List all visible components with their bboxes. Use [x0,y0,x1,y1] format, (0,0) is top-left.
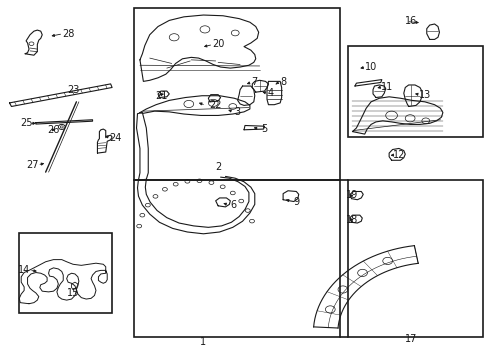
Text: 16: 16 [405,17,417,27]
Bar [347,45,484,137]
Text: 12: 12 [392,150,405,160]
Text: 11: 11 [381,82,393,92]
Text: 2: 2 [215,162,221,172]
Text: 7: 7 [252,77,258,87]
Text: 1: 1 [200,337,206,347]
Bar [347,180,484,337]
Text: 19: 19 [346,190,359,200]
Text: 13: 13 [418,90,431,100]
Text: 21: 21 [155,91,167,101]
Text: 17: 17 [405,333,417,343]
Text: 9: 9 [293,197,299,207]
Bar [19,233,112,313]
Text: 24: 24 [109,133,122,143]
Text: 20: 20 [212,40,224,49]
Text: 22: 22 [209,100,222,111]
Text: 26: 26 [47,125,60,135]
Text: 3: 3 [235,107,241,117]
Text: 27: 27 [26,160,39,170]
Text: 14: 14 [18,265,30,275]
Bar [134,8,340,180]
Text: 8: 8 [280,77,286,87]
Text: 15: 15 [67,288,79,298]
Text: 6: 6 [231,200,237,210]
Bar [134,180,340,337]
Text: 28: 28 [62,29,74,39]
Text: 18: 18 [346,215,359,225]
Text: 23: 23 [67,85,79,95]
Text: 25: 25 [20,118,32,128]
Text: 10: 10 [365,62,377,72]
Text: 4: 4 [268,88,274,98]
Text: 5: 5 [262,124,268,134]
